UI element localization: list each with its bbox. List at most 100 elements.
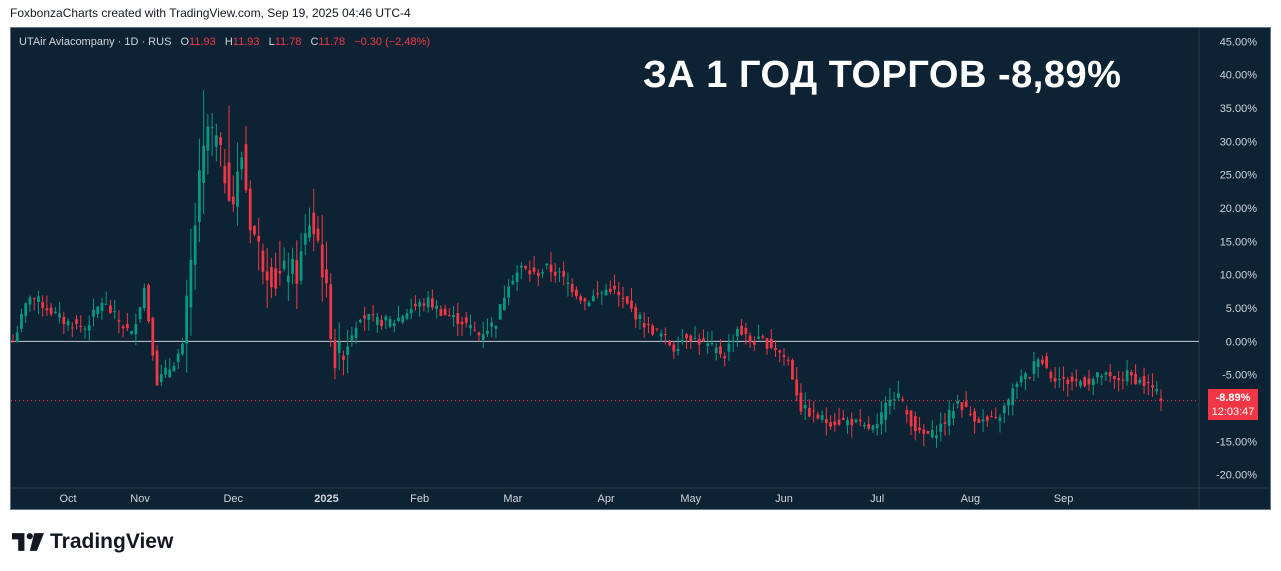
- candlestick-chart[interactable]: 45.00% 40.00% 35.00% 30.00% 25.00% 20.00% 15.0…: [11, 28, 1271, 510]
- candle-body: [723, 356, 727, 359]
- x-tick-label: Nov: [130, 493, 150, 505]
- candle-body: [1049, 372, 1053, 379]
- candle-body: [1053, 378, 1057, 382]
- candle-body: [1011, 388, 1015, 406]
- candle-body: [947, 409, 951, 426]
- candle-body: [354, 327, 358, 338]
- candle-body: [532, 267, 536, 272]
- candle-body: [1096, 372, 1099, 378]
- symbol-label: UTAir Aviacompany · 1D · RUS: [19, 36, 172, 48]
- candle-body: [66, 321, 70, 326]
- candle-body: [575, 289, 578, 297]
- candle-body: [490, 322, 494, 327]
- y-tick-label: 20.00%: [1220, 203, 1258, 215]
- candle-body: [1032, 361, 1036, 374]
- candle-body: [125, 324, 129, 329]
- candle-body: [901, 399, 904, 401]
- candle-body: [816, 414, 820, 419]
- candle-body: [613, 285, 616, 290]
- tradingview-logo[interactable]: TradingView: [12, 530, 173, 554]
- candle-body: [1151, 385, 1154, 388]
- candle-body: [1074, 379, 1078, 381]
- x-tick-label: Aug: [961, 493, 981, 505]
- candle-body: [651, 325, 655, 335]
- candle-body: [854, 419, 858, 423]
- candle-body: [837, 419, 841, 425]
- y-tick-label: 15.00%: [1220, 236, 1258, 248]
- candle-body: [100, 302, 104, 312]
- candle-body: [358, 319, 362, 323]
- candle-body: [871, 425, 875, 430]
- candle-body: [168, 369, 172, 377]
- candle-body: [210, 127, 214, 129]
- candle-body: [642, 323, 646, 328]
- chart-area[interactable]: 45.00% 40.00% 35.00% 30.00% 25.00% 20.00% 15.0…: [10, 27, 1271, 510]
- y-tick-label: 30.00%: [1220, 136, 1258, 148]
- candle-body: [604, 289, 608, 296]
- candle-body: [858, 419, 862, 422]
- candle-body: [83, 328, 87, 330]
- high-value: 11.93: [232, 36, 260, 48]
- x-tick-label: Apr: [598, 493, 615, 505]
- candle-body: [342, 355, 345, 360]
- candle-body: [397, 317, 400, 322]
- candle-body: [536, 272, 540, 276]
- candle-body: [456, 313, 460, 325]
- candle-body: [600, 292, 604, 294]
- candle-body: [503, 298, 506, 311]
- candle-body: [206, 126, 210, 151]
- candle-body: [727, 343, 731, 352]
- candle-body: [761, 336, 765, 338]
- candle-body: [994, 416, 998, 418]
- candle-body: [998, 417, 1002, 422]
- candle-body: [1015, 383, 1019, 387]
- y-tick-label: -5.00%: [1222, 370, 1257, 382]
- candle-body: [117, 320, 121, 322]
- candle-body: [109, 305, 112, 313]
- candle-body: [363, 315, 366, 319]
- candle-body: [299, 251, 303, 281]
- candle-body: [473, 329, 477, 331]
- candle-body: [795, 379, 799, 396]
- candle-body: [617, 291, 621, 296]
- candle-body: [261, 250, 265, 272]
- candle-body: [96, 306, 100, 315]
- candle-body: [515, 272, 519, 282]
- candle-body: [808, 407, 811, 417]
- candle-body: [320, 244, 324, 278]
- candle-body: [104, 303, 108, 305]
- candle-body: [676, 348, 680, 351]
- candle-body: [265, 271, 269, 281]
- chart-credit: FoxbonzaCharts created with TradingView.…: [10, 6, 411, 20]
- candle-body: [312, 212, 316, 235]
- candle-body: [1019, 376, 1023, 383]
- candle-body: [524, 265, 527, 269]
- candle-body: [621, 297, 625, 299]
- candle-body: [219, 137, 222, 145]
- candle-body: [1108, 371, 1112, 377]
- candle-body: [1036, 359, 1040, 368]
- candle-body: [541, 271, 544, 274]
- x-tick-label: Sep: [1054, 493, 1074, 505]
- candle-body: [333, 339, 337, 369]
- candle-body: [719, 346, 722, 355]
- candle-body: [452, 314, 455, 318]
- candle-body: [45, 308, 49, 311]
- candle-body: [782, 355, 786, 357]
- candle-body: [159, 374, 163, 382]
- candle-body: [579, 296, 583, 301]
- x-tick-label: Dec: [223, 493, 243, 505]
- candle-body: [558, 271, 561, 273]
- candle-body: [37, 296, 40, 303]
- candle-body: [164, 367, 167, 375]
- candle-body: [693, 337, 697, 339]
- high-label: H: [224, 36, 233, 48]
- candle-body: [803, 405, 807, 409]
- candle-body: [49, 307, 53, 315]
- candle-body: [829, 422, 832, 427]
- candle-body: [75, 319, 78, 324]
- candle-body: [1104, 372, 1108, 375]
- candle-body: [553, 271, 557, 276]
- y-tick-label: 0.00%: [1226, 336, 1257, 348]
- candle-body: [477, 332, 481, 336]
